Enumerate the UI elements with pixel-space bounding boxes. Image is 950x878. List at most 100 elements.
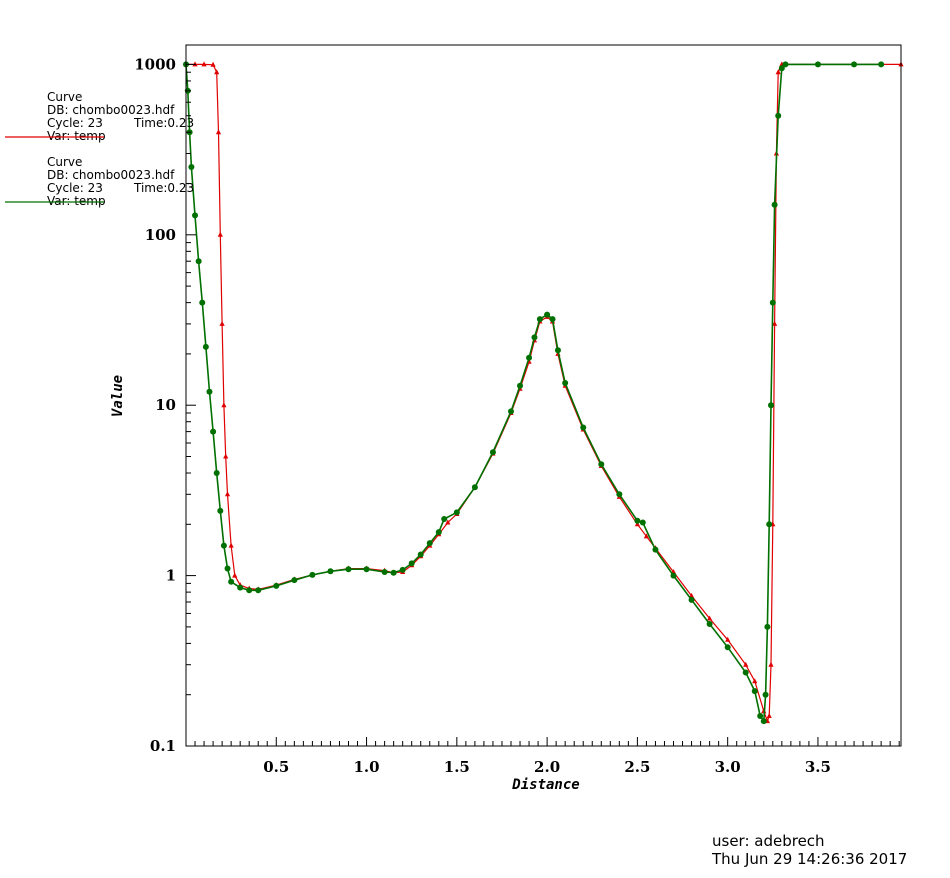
series-1-point xyxy=(707,615,713,621)
series-2-point xyxy=(554,347,561,354)
series-2-line xyxy=(185,63,882,724)
series-2-point xyxy=(724,644,731,651)
series-1-point xyxy=(219,320,225,326)
legend-line: DB: chombo0023.hdf xyxy=(47,168,175,182)
series-2-point xyxy=(769,299,776,306)
series-2-point xyxy=(228,578,235,585)
series-2-point xyxy=(417,551,424,558)
series-2-point xyxy=(309,571,316,578)
series-2-point xyxy=(562,379,569,386)
series-2-point xyxy=(202,343,209,350)
legend-line: DB: chombo0023.hdf xyxy=(47,103,175,117)
series-2-point xyxy=(531,334,538,341)
y-axis: 0.1 1 10 100 1000 xyxy=(134,55,196,755)
series-2-point xyxy=(273,582,280,589)
x-tick-label: 0.5 xyxy=(263,758,289,776)
series-2-point xyxy=(526,354,533,361)
series-2-point xyxy=(426,540,433,547)
series-2-point xyxy=(580,424,587,431)
series-1-point xyxy=(688,592,695,598)
legend-time: Time:0.23 xyxy=(133,116,194,130)
legend-line: Curve xyxy=(47,90,82,104)
series-2-point xyxy=(345,566,352,573)
series-2-point xyxy=(508,408,514,415)
series-2-point xyxy=(639,519,646,526)
series-1-point xyxy=(768,661,774,667)
y-tick-label: 1000 xyxy=(134,55,176,73)
series-1-point xyxy=(224,491,231,497)
series-2-point xyxy=(255,587,262,594)
series-2-point xyxy=(441,515,448,522)
x-tick-label: 2.5 xyxy=(624,758,650,776)
series-2-point xyxy=(435,529,442,536)
series-2-point xyxy=(760,718,767,725)
series-1-point xyxy=(725,636,731,642)
legend-line: Var: temp xyxy=(47,129,106,143)
series-2-point xyxy=(598,461,605,468)
series-1-point xyxy=(643,533,650,539)
series-2-point xyxy=(757,712,764,719)
series-2-point xyxy=(706,620,713,627)
series-2-point xyxy=(453,509,460,516)
series-2-point xyxy=(408,560,415,567)
series-2-point xyxy=(246,587,253,594)
footer-date: Thu Jun 29 14:26:36 2017 xyxy=(711,850,907,868)
series-2-point xyxy=(762,691,769,698)
series-2-point xyxy=(652,546,659,553)
legend-line: Cycle: 23 xyxy=(47,181,103,195)
series-2-point xyxy=(766,521,773,528)
series-1-point xyxy=(210,61,216,67)
series-1-point xyxy=(445,519,451,525)
y-tick-label: 0.1 xyxy=(150,737,176,755)
series-2-point xyxy=(549,316,556,323)
series-2-point xyxy=(471,484,478,491)
series-1-point xyxy=(232,572,238,578)
x-axis-title: Distance xyxy=(511,777,579,793)
series-1-point xyxy=(772,320,778,326)
series-2-point xyxy=(768,402,774,409)
series-2-point xyxy=(217,507,224,514)
y-tick-label: 1 xyxy=(166,567,176,585)
series-2-point xyxy=(199,299,206,306)
series-2-point xyxy=(670,572,677,579)
series-2-point xyxy=(489,449,496,456)
x-tick-label: 1.5 xyxy=(444,758,470,776)
series-1-point xyxy=(215,129,222,135)
series-2-point xyxy=(778,65,785,72)
series-2-point xyxy=(851,61,858,68)
series-2-point xyxy=(771,201,778,208)
series-2-point xyxy=(192,212,199,219)
series-1-point xyxy=(221,402,227,408)
series-2-point xyxy=(814,61,821,68)
series-1-point xyxy=(634,521,640,527)
series-2-point xyxy=(775,112,782,119)
series-2-point xyxy=(616,491,623,498)
y-tick-label: 10 xyxy=(155,396,176,414)
series-2-point xyxy=(188,164,195,171)
series-1-point xyxy=(752,678,758,684)
series-2-point xyxy=(688,596,695,603)
series-2-point xyxy=(764,623,771,630)
series-2-point xyxy=(517,382,524,389)
series-2-point xyxy=(742,669,749,676)
series-2-point xyxy=(195,258,202,265)
x-tick-label: 3.5 xyxy=(805,758,831,776)
x-tick-label: 2.0 xyxy=(534,758,560,776)
legend-time: Time:0.23 xyxy=(133,181,194,195)
series-2-point xyxy=(210,428,217,435)
series-1-point xyxy=(766,712,772,718)
series-2-point xyxy=(782,61,789,68)
series-2-point xyxy=(634,517,641,524)
series-1-point xyxy=(214,69,220,75)
y-axis-title: Value xyxy=(110,375,126,417)
series-2-point xyxy=(544,311,551,318)
series-2-point xyxy=(327,568,334,575)
x-axis: 0.5 1.0 1.5 2.0 2.5 3.0 3.5 xyxy=(194,737,900,776)
x-tick-label: 3.0 xyxy=(715,758,741,776)
legend-line: Curve xyxy=(47,155,82,169)
legend-line: Var: temp xyxy=(47,194,106,208)
legend-line: Cycle: 23 xyxy=(47,116,103,130)
